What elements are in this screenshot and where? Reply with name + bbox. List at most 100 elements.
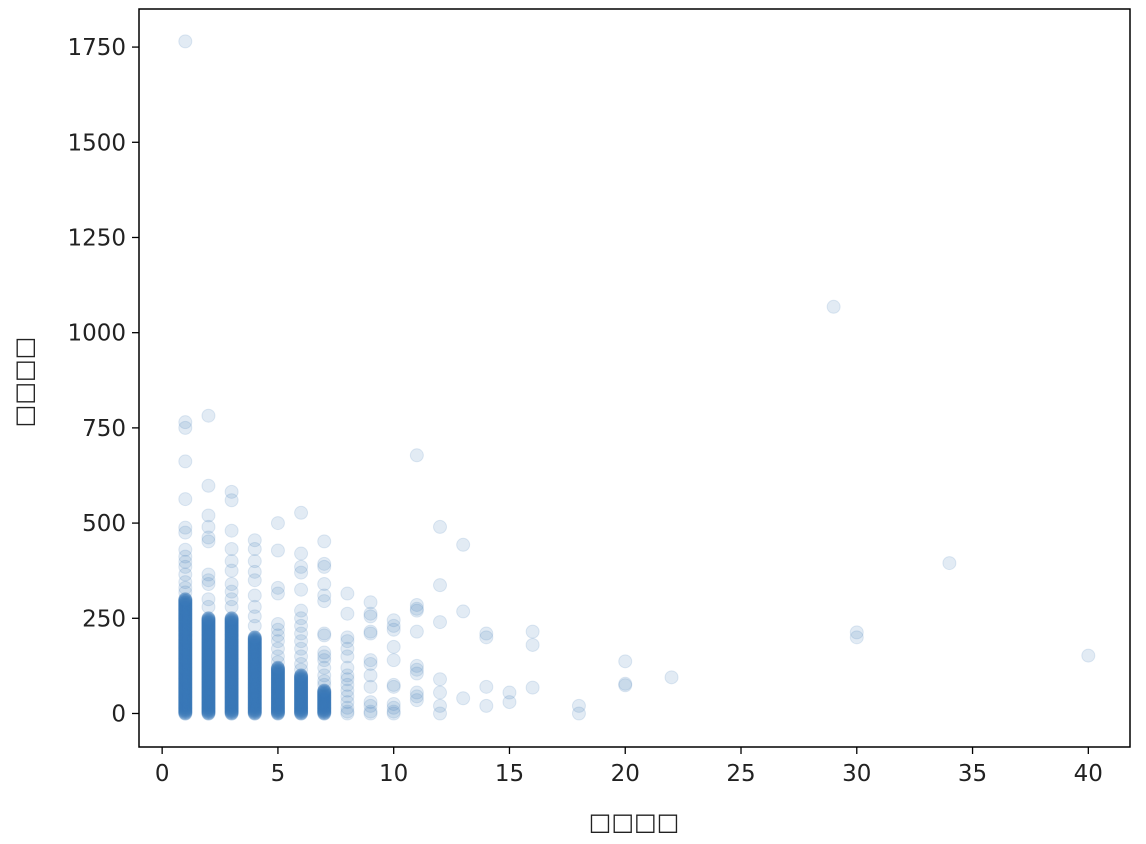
data-point xyxy=(224,638,239,653)
data-point xyxy=(201,686,216,701)
x-tick-label: 15 xyxy=(495,761,524,787)
data-point xyxy=(224,656,239,671)
data-point xyxy=(224,641,239,656)
data-point xyxy=(201,649,216,664)
data-point xyxy=(224,620,239,635)
data-point xyxy=(224,701,239,716)
data-point xyxy=(247,656,262,671)
data-point xyxy=(270,706,285,721)
data-point xyxy=(178,693,193,708)
data-point xyxy=(294,679,309,694)
data-point xyxy=(201,706,216,721)
data-point xyxy=(270,641,285,656)
data-point xyxy=(270,662,285,677)
data-point xyxy=(178,656,193,671)
data-point xyxy=(201,678,216,693)
data-point xyxy=(201,652,216,667)
data-point xyxy=(224,679,239,694)
data-point xyxy=(247,633,262,648)
data-point xyxy=(942,556,957,571)
data-point xyxy=(247,637,262,652)
data-point xyxy=(178,617,193,632)
data-point xyxy=(571,706,586,721)
data-point xyxy=(224,642,239,657)
data-point xyxy=(201,676,216,691)
data-point xyxy=(386,639,401,654)
data-point xyxy=(317,694,332,709)
data-point xyxy=(317,577,332,592)
data-point xyxy=(409,666,424,681)
data-point xyxy=(247,573,262,588)
data-point xyxy=(247,658,262,673)
data-point xyxy=(178,549,193,564)
data-point xyxy=(224,670,239,685)
data-point xyxy=(294,694,309,709)
data-point xyxy=(201,627,216,642)
data-point xyxy=(178,697,193,712)
data-point xyxy=(178,643,193,658)
data-point xyxy=(525,680,540,695)
data-point xyxy=(247,674,262,689)
y-tick-label: 500 xyxy=(82,511,126,537)
data-point xyxy=(247,696,262,711)
data-point xyxy=(201,704,216,719)
data-point xyxy=(247,678,262,693)
data-point xyxy=(571,698,586,713)
data-point xyxy=(224,619,239,634)
data-point xyxy=(247,669,262,684)
data-point xyxy=(270,696,285,711)
x-tick-label: 25 xyxy=(726,761,755,787)
data-point xyxy=(178,691,193,706)
data-point xyxy=(247,652,262,667)
data-point xyxy=(224,668,239,683)
data-point xyxy=(270,698,285,713)
data-point xyxy=(224,647,239,662)
data-point xyxy=(224,681,239,696)
data-point xyxy=(178,662,193,677)
data-point xyxy=(247,634,262,649)
data-point xyxy=(525,637,540,652)
data-point xyxy=(409,658,424,673)
data-point xyxy=(294,641,309,656)
data-point xyxy=(224,653,239,668)
data-point xyxy=(201,683,216,698)
data-point xyxy=(826,299,841,314)
data-point xyxy=(409,624,424,639)
data-point xyxy=(178,597,193,612)
data-point xyxy=(178,625,193,640)
data-point xyxy=(247,675,262,690)
data-point xyxy=(224,702,239,717)
data-point xyxy=(178,585,193,600)
data-point xyxy=(201,675,216,690)
data-point xyxy=(363,695,378,710)
data-point xyxy=(386,618,401,633)
data-point xyxy=(317,699,332,714)
data-point xyxy=(224,652,239,667)
data-point xyxy=(317,628,332,643)
data-point xyxy=(340,641,355,656)
data-point xyxy=(201,626,216,641)
data-point xyxy=(178,677,193,692)
data-point xyxy=(247,618,262,633)
data-point xyxy=(247,656,262,671)
data-point xyxy=(294,683,309,698)
data-point xyxy=(849,625,864,640)
data-point xyxy=(178,620,193,635)
data-point xyxy=(178,636,193,651)
data-point xyxy=(201,636,216,651)
data-point xyxy=(224,628,239,643)
data-point xyxy=(409,603,424,618)
data-point xyxy=(201,623,216,638)
data-point xyxy=(178,624,193,639)
data-point xyxy=(178,604,193,619)
data-point xyxy=(294,505,309,520)
data-point xyxy=(201,614,216,629)
data-point xyxy=(294,686,309,701)
data-point xyxy=(201,599,216,614)
data-point xyxy=(224,656,239,671)
data-point xyxy=(317,695,332,710)
data-point xyxy=(247,647,262,662)
data-point xyxy=(317,696,332,711)
data-point xyxy=(224,646,239,661)
data-point xyxy=(247,646,262,661)
